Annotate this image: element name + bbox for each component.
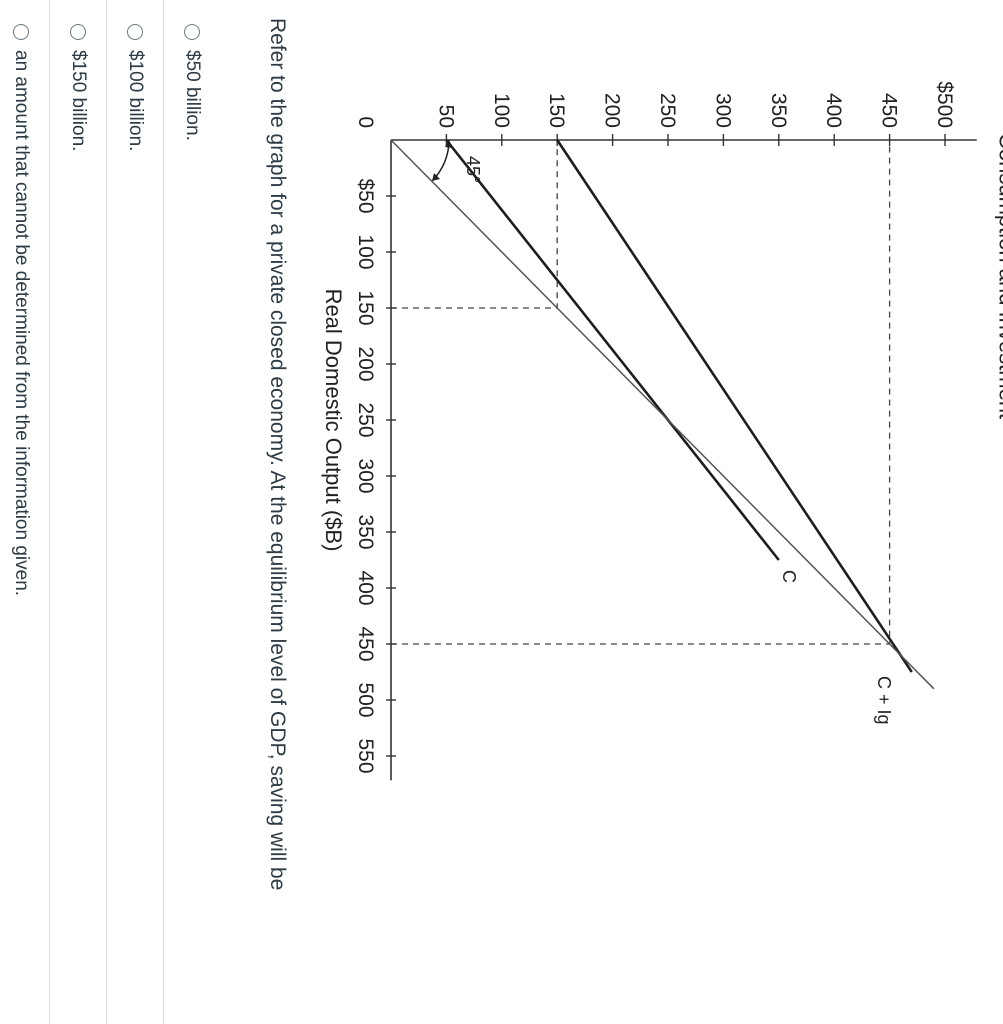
x-tick-label: 250 bbox=[354, 402, 377, 437]
series-line bbox=[445, 139, 780, 561]
angle-arrowhead bbox=[432, 173, 441, 182]
x-tick-label: 150 bbox=[354, 290, 377, 325]
y-tick-label: 250 bbox=[656, 93, 679, 128]
answer-option-label: $100 billion. bbox=[125, 50, 146, 152]
y-tick-label: 50 bbox=[434, 105, 457, 128]
radio-button[interactable] bbox=[70, 24, 86, 40]
tick-labels: $50 100 150 200 250 300 350 400 450 500 550 50 100 15… bbox=[321, 81, 1003, 773]
x-tick-label: 550 bbox=[354, 738, 377, 773]
x-tick-label: 450 bbox=[354, 626, 377, 661]
y-tick-label: 200 bbox=[601, 93, 624, 128]
y-tick-label: 300 bbox=[711, 93, 734, 128]
series-lines bbox=[390, 139, 935, 690]
x-axis-title: Real Domestic Output ($B) bbox=[321, 289, 346, 552]
answer-option-label: $150 billion. bbox=[68, 50, 89, 152]
radio-button[interactable] bbox=[13, 24, 29, 40]
x-tick-label: 350 bbox=[354, 514, 377, 549]
origin-label: 0 bbox=[354, 116, 377, 128]
x-tick-label: 300 bbox=[354, 458, 377, 493]
y-tick-label: 100 bbox=[490, 93, 513, 128]
x-tick-label: 100 bbox=[354, 234, 377, 269]
income-expenditure-chart: $50 100 150 200 250 300 350 400 450 500 550 50 100 15… bbox=[321, 81, 1003, 781]
series-label-c-ig: C + Ig bbox=[874, 676, 894, 725]
y-tick-label: 400 bbox=[822, 93, 845, 128]
angle-label: 45° bbox=[463, 156, 483, 183]
radio-button[interactable] bbox=[127, 24, 143, 40]
answer-option[interactable]: $150 billion. bbox=[49, 0, 106, 1024]
answer-option[interactable]: an amount that cannot be determined from… bbox=[0, 0, 49, 1024]
y-tick-label: $500 bbox=[933, 81, 956, 128]
answer-options: $50 billion. $100 billion. $150 billion.… bbox=[0, 0, 220, 1024]
question-text: Refer to the graph for a private closed … bbox=[266, 18, 289, 891]
radio-button[interactable] bbox=[184, 24, 200, 40]
y-axis-title: Consumption and Investment bbox=[995, 133, 1003, 419]
y-tick-label: 150 bbox=[545, 93, 568, 128]
answer-option[interactable]: $50 billion. bbox=[163, 0, 220, 1024]
series-label-c: C bbox=[779, 570, 799, 583]
x-tick-label: 500 bbox=[354, 682, 377, 717]
x-tick-label: 200 bbox=[354, 346, 377, 381]
x-tick-label: 400 bbox=[354, 570, 377, 605]
y-tick-label: 450 bbox=[878, 93, 901, 128]
axes bbox=[386, 134, 977, 781]
x-tick-label: $50 bbox=[354, 178, 377, 213]
forty-five-degree-line bbox=[390, 139, 935, 690]
answer-option-label: $50 billion. bbox=[182, 50, 203, 141]
answer-option[interactable]: $100 billion. bbox=[106, 0, 163, 1024]
y-tick-label: 350 bbox=[767, 93, 790, 128]
answer-option-label: an amount that cannot be determined from… bbox=[11, 50, 32, 597]
series-line bbox=[556, 139, 913, 673]
